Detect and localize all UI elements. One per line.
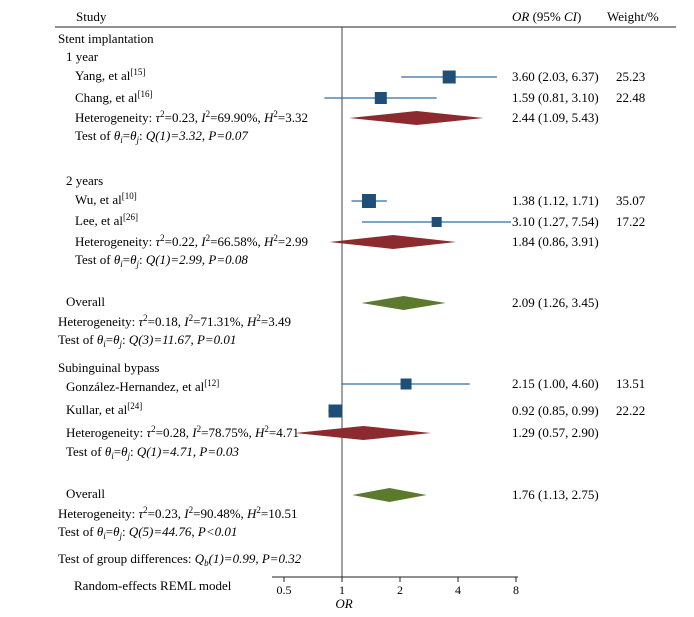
study-square [431,217,442,227]
het-stent: Heterogeneity: τ2=0.18, I2=71.31%, H2=3.… [58,313,291,329]
x-tick-label: 8 [513,583,519,597]
pooled-diamond [361,296,446,310]
study-label: Wu, et al[10] [75,191,137,207]
study-or-ci: 3.10 (1.27, 7.54) [512,214,599,229]
study-weight: 22.22 [616,403,645,418]
pooled-diamond [352,488,427,502]
test-all: Test of θi=θj: Q(5)=44.76, P<0.01 [58,524,237,541]
study-or-ci: 3.60 (2.03, 6.37) [512,69,599,84]
pooled-or-ci: 2.09 (1.26, 3.45) [512,295,599,310]
x-tick-label: 2 [397,583,403,597]
study-square [374,92,387,104]
test-bypass: Test of θi=θj: Q(1)=4.71, P=0.03 [66,444,239,461]
study-square [442,70,456,84]
study-square [328,404,342,418]
subgroup-title-1y: 1 year [66,49,99,64]
het-all: Heterogeneity: τ2=0.23, I2=90.48%, H2=10… [58,505,298,521]
test-1y: Test of θi=θj: Q(1)=3.32, P=0.07 [75,128,248,145]
study-weight: 25.23 [616,69,645,84]
study-or-ci: 1.59 (0.81, 3.10) [512,90,599,105]
study-label: Chang, et al[16] [75,89,152,105]
het-1y: Heterogeneity: τ2=0.23, I2=69.90%, H2=3.… [75,109,308,125]
header-or-ci: OR (95% CI) [512,9,581,24]
subgroup-title-2y: 2 years [66,173,103,188]
group-title-stent: Stent implantation [58,31,154,46]
x-axis-label: OR [335,596,352,611]
study-weight: 35.07 [616,193,646,208]
study-weight: 22.48 [616,90,645,105]
x-tick-label: 0.5 [277,583,292,597]
pooled-diamond [329,235,457,249]
x-tick-label: 1 [339,583,345,597]
overall-stent-label: Overall [66,294,105,309]
pooled-diamond [294,426,432,440]
pooled-or-ci: 2.44 (1.09, 5.43) [512,110,599,125]
model-note: Random-effects REML model [74,578,232,593]
pooled-or-ci: 1.84 (0.86, 3.91) [512,234,599,249]
pooled-or-ci: 1.29 (0.57, 2.90) [512,425,599,440]
study-label: González-Hernandez, et al[12] [66,378,219,394]
het-2y: Heterogeneity: τ2=0.22, I2=66.58%, H2=2.… [75,233,308,249]
group-title-bypass: Subinguinal bypass [58,360,159,375]
study-square [400,378,412,390]
header-study: Study [76,9,107,24]
group-diff-test: Test of group differences: Qb(1)=0.99, P… [58,551,302,568]
study-label: Yang, et al[15] [75,67,145,83]
study-weight: 17.22 [616,214,645,229]
study-square [361,194,376,208]
pooled-or-ci: 1.76 (1.13, 2.75) [512,487,599,502]
het-bypass: Heterogeneity: τ2=0.28, I2=78.75%, H2=4.… [66,424,299,440]
study-label: Lee, et al[26] [75,212,138,228]
study-label: Kullar, et al[24] [66,401,142,417]
x-tick-label: 4 [455,583,461,597]
pooled-diamond [349,111,484,125]
study-or-ci: 0.92 (0.85, 0.99) [512,403,599,418]
overall-label: Overall [66,486,105,501]
study-weight: 13.51 [616,376,645,391]
study-or-ci: 2.15 (1.00, 4.60) [512,376,599,391]
study-or-ci: 1.38 (1.12, 1.71) [512,193,599,208]
test-2y: Test of θi=θj: Q(1)=2.99, P=0.08 [75,252,248,269]
test-stent: Test of θi=θj: Q(3)=11.67, P=0.01 [58,332,236,349]
header-weight: Weight/% [607,9,659,24]
